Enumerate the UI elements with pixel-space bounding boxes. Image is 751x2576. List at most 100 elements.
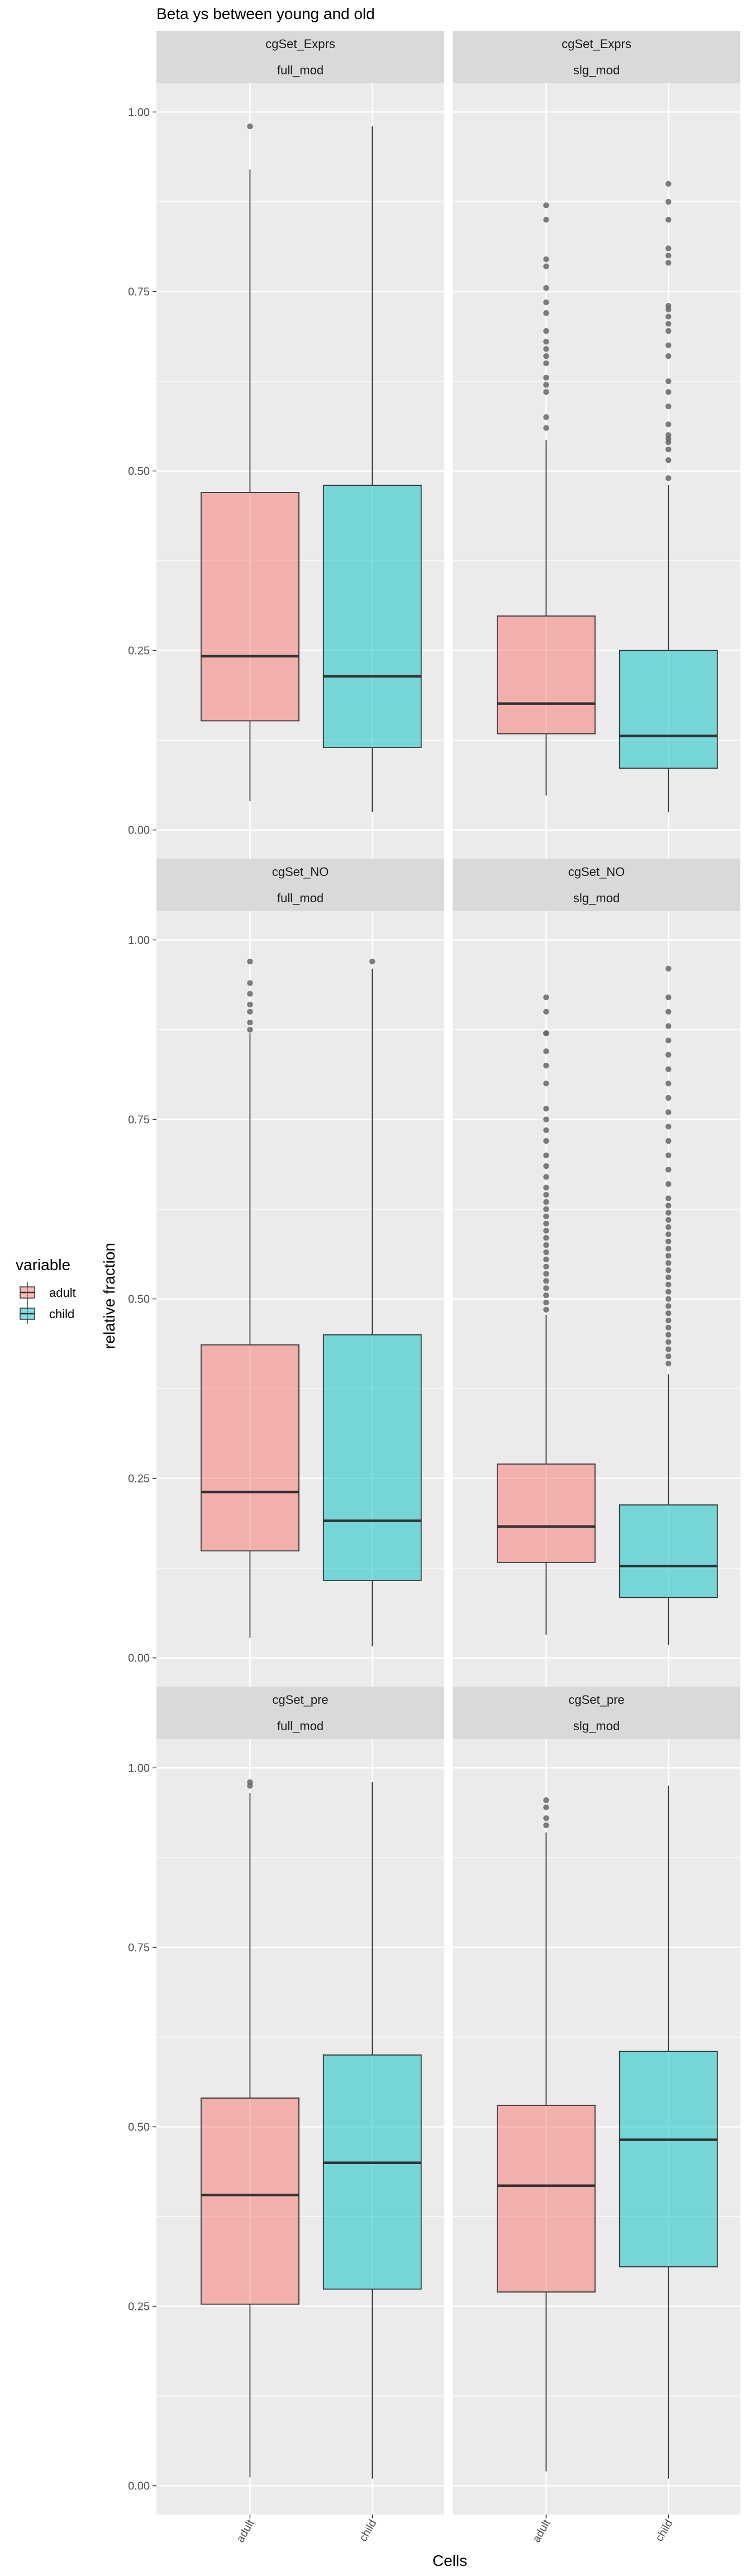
- box-iqr: [200, 1344, 300, 1552]
- strip-background: [156, 859, 444, 911]
- outlier-point: [543, 1235, 549, 1241]
- outlier-point: [543, 994, 549, 1001]
- outlier-point: [666, 1346, 672, 1352]
- box-adult: [200, 958, 300, 1638]
- outlier-point: [666, 1202, 672, 1209]
- outlier-point: [247, 1008, 253, 1015]
- box-iqr: [619, 2051, 718, 2267]
- outlier-point: [543, 1173, 549, 1180]
- outlier-point: [666, 1167, 672, 1173]
- outlier-point: [666, 1289, 672, 1295]
- y-tick-label: 0.75: [128, 286, 150, 298]
- outlier-point: [666, 1037, 672, 1044]
- outlier-point: [543, 1292, 549, 1299]
- strip-label-col: slg_mod: [573, 63, 620, 77]
- y-tick-label: 0.25: [128, 645, 150, 657]
- outlier-point: [543, 353, 549, 359]
- box-child: [619, 181, 718, 812]
- outlier-point: [543, 1271, 549, 1277]
- facet-panel: cgSet_NO slg_mod: [453, 859, 740, 1687]
- outlier-point: [543, 1242, 549, 1248]
- outlier-point: [543, 1030, 549, 1036]
- outlier-point: [666, 389, 672, 395]
- outlier-point: [543, 1105, 549, 1112]
- outlier-point: [666, 1109, 672, 1115]
- outlier-point: [543, 328, 549, 334]
- strip-label-row: cgSet_pre: [272, 1693, 328, 1707]
- outlier-point: [543, 1116, 549, 1123]
- strip-label-row: cgSet_Exprs: [265, 37, 335, 51]
- outlier-point: [543, 1185, 549, 1191]
- outlier-point: [247, 980, 253, 986]
- outlier-point: [666, 1238, 672, 1244]
- outlier-point: [666, 1195, 672, 1201]
- strip-label-col: full_mod: [277, 891, 324, 905]
- strip-background: [453, 1687, 740, 1739]
- strip-label-col: full_mod: [277, 63, 324, 77]
- outlier-point: [543, 1127, 549, 1133]
- box-iqr: [619, 1504, 718, 1598]
- outlier-point: [666, 1324, 672, 1331]
- outlier-point: [666, 314, 672, 320]
- legend-title: variable: [16, 1256, 70, 1273]
- y-tick-label: 0.00: [128, 1652, 150, 1665]
- box-iqr: [200, 492, 300, 722]
- outlier-point: [543, 1199, 549, 1205]
- outlier-point: [666, 342, 672, 348]
- outlier-point: [666, 1095, 672, 1101]
- outlier-point: [543, 389, 549, 395]
- outlier-point: [543, 1285, 549, 1291]
- outlier-point: [543, 1048, 549, 1054]
- outlier-point: [666, 328, 672, 334]
- outlier-point: [543, 1797, 549, 1803]
- strip-label-row: cgSet_pre: [568, 1693, 624, 1707]
- box-iqr: [322, 2054, 422, 2290]
- outlier-point: [666, 1267, 672, 1273]
- facet-panel: cgSet_Exprs slg_mod: [453, 31, 740, 859]
- outlier-point: [543, 1163, 549, 1169]
- box-iqr: [496, 615, 596, 735]
- y-tick-label: 1.00: [128, 934, 150, 946]
- outlier-point: [543, 414, 549, 420]
- outlier-point: [666, 432, 672, 438]
- y-tick-label: 1.00: [128, 106, 150, 119]
- outlier-point: [666, 1124, 672, 1130]
- y-tick-label: 0.25: [128, 1473, 150, 1485]
- outlier-point: [666, 421, 672, 428]
- strip-label-row: cgSet_NO: [568, 865, 625, 879]
- box-child: [322, 958, 422, 1647]
- outlier-point: [543, 1815, 549, 1821]
- facet-panels: cgSet_Exprsfull_mod0.000.250.500.751.00c…: [128, 31, 740, 2515]
- outlier-point: [543, 1249, 549, 1256]
- outlier-point: [543, 1306, 549, 1313]
- outlier-point: [543, 1228, 549, 1234]
- outlier-point: [543, 1081, 549, 1087]
- outlier-point: [666, 1310, 672, 1317]
- outlier-point: [666, 216, 672, 223]
- box-child: [322, 126, 422, 812]
- box-iqr: [200, 2097, 300, 2305]
- outlier-point: [666, 1217, 672, 1223]
- outlier-point: [666, 1303, 672, 1309]
- legend-entry-adult: adult: [20, 1282, 76, 1303]
- facet-panel: cgSet_Exprs full_mod 0.00 0.25 0.50 0.75 1.00: [128, 31, 444, 859]
- outlier-point: [543, 285, 549, 291]
- outlier-point: [666, 378, 672, 385]
- outlier-point: [666, 353, 672, 359]
- outlier-point: [666, 457, 672, 463]
- legend-entry-child: child: [20, 1303, 74, 1324]
- outlier-point: [666, 446, 672, 453]
- outlier-point: [666, 302, 672, 309]
- outlier-point: [247, 958, 253, 965]
- outlier-point: [543, 299, 549, 305]
- outlier-point: [666, 1052, 672, 1058]
- outlier-point: [666, 1224, 672, 1230]
- legend: variable adult child: [16, 1256, 76, 1324]
- y-tick-label: 0.00: [128, 825, 150, 837]
- strip-label-row: cgSet_NO: [272, 865, 329, 879]
- strip-label-col: full_mod: [277, 1719, 324, 1733]
- outlier-point: [666, 245, 672, 252]
- strip-background: [453, 859, 740, 911]
- strip-label-col: slg_mod: [573, 891, 620, 905]
- outlier-point: [543, 1192, 549, 1198]
